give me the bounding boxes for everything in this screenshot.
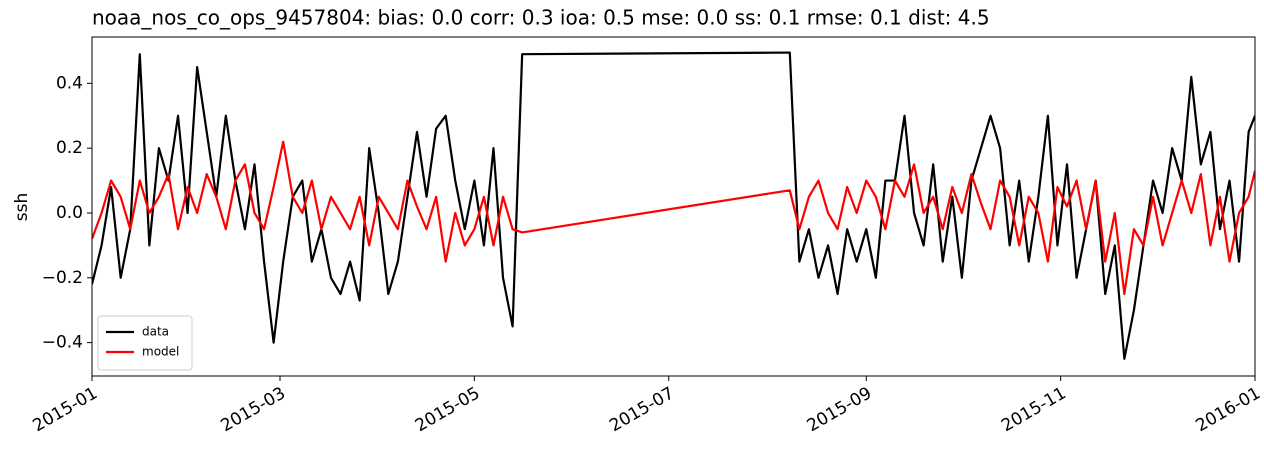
y-axis-label: ssh	[12, 193, 32, 222]
y-tick-label: −0.4	[42, 333, 83, 353]
y-tick-label: 0.2	[56, 138, 83, 158]
x-tick-label: 2015-07	[606, 383, 678, 436]
x-tick-label: 2015-01	[29, 383, 101, 436]
x-tick-label: 2015-05	[412, 383, 484, 436]
plot-frame	[91, 36, 1256, 377]
series-line	[92, 51, 1255, 360]
x-tick-label: 2015-03	[217, 383, 289, 436]
x-tick-label: 2016-01	[1192, 383, 1264, 436]
legend-label: model	[142, 345, 179, 359]
series-line	[92, 140, 1255, 296]
y-tick-label: −0.2	[42, 268, 83, 288]
y-tick-label: 0.0	[56, 203, 83, 223]
legend-box	[97, 315, 193, 371]
x-tick-label: 2015-09	[804, 383, 876, 436]
y-tick-label: 0.4	[56, 73, 83, 93]
x-tick-label: 2015-11	[998, 383, 1070, 436]
chart-title: noaa_nos_co_ops_9457804: bias: 0.0 corr:…	[92, 6, 990, 30]
legend-label: data	[142, 325, 169, 339]
